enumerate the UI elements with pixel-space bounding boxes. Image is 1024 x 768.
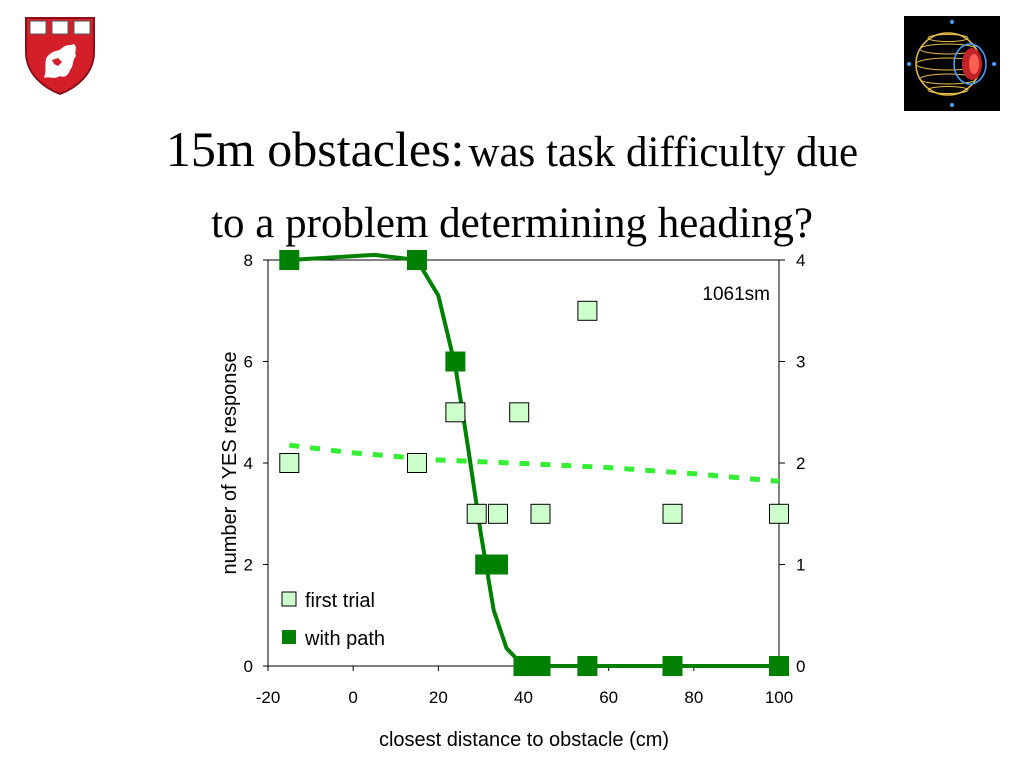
chart-annotation: 1061sm xyxy=(702,284,770,305)
y2-tick-label: 0 xyxy=(796,657,805,676)
first-trial-point xyxy=(466,503,487,524)
first-trial-fit-line xyxy=(289,442,780,484)
with-path-point xyxy=(407,250,427,270)
first-trial-point xyxy=(488,503,508,524)
first-trial-point xyxy=(407,453,427,473)
y-tick-label: 2 xyxy=(244,556,253,575)
legend-label-first-trial: first trial xyxy=(305,590,375,612)
x-axis-label: closest distance to obstacle (cm) xyxy=(379,729,669,751)
legend: first trial with path xyxy=(281,590,385,650)
x-tick-label: 80 xyxy=(684,688,703,707)
y2-tick-label: 4 xyxy=(796,251,805,270)
first-trial-point xyxy=(769,503,789,524)
first-trial-point xyxy=(509,402,530,423)
y-tick-label: 4 xyxy=(244,454,253,473)
y2-tick-label: 2 xyxy=(796,454,805,473)
legend-label-with-path: with path xyxy=(304,628,385,650)
with-path-point xyxy=(577,656,598,676)
x-tick-label: 20 xyxy=(429,688,448,707)
slide-title-main: 15m obstacles: xyxy=(165,121,465,177)
legend-marker-with-path xyxy=(282,630,296,644)
x-tick-label: 40 xyxy=(514,688,533,707)
with-path-point xyxy=(488,554,508,575)
first-trial-point xyxy=(445,402,466,423)
x-tick-label: 60 xyxy=(599,688,618,707)
first-trial-point xyxy=(530,503,551,524)
y-tick-label: 8 xyxy=(244,251,253,270)
y-tick-label: 0 xyxy=(244,657,253,676)
y-tick-label: 6 xyxy=(244,353,253,372)
x-tick-label: 0 xyxy=(348,688,357,707)
with-path-point xyxy=(513,656,534,676)
first-trial-point xyxy=(577,300,598,321)
x-tick-label: -20 xyxy=(256,688,281,707)
slide-title-rest: was task difficulty due xyxy=(468,129,859,176)
first-trial-point xyxy=(662,503,683,524)
y2-tick-label: 1 xyxy=(796,556,805,575)
legend-marker-first-trial xyxy=(281,591,297,607)
y2-tick-label: 3 xyxy=(796,353,805,372)
with-path-point xyxy=(530,656,551,676)
with-path-point xyxy=(279,250,300,270)
y-axis-label: number of YES response xyxy=(219,351,241,574)
with-path-point xyxy=(662,656,683,676)
first-trial-point xyxy=(279,453,300,473)
slide-title: 15m obstacles: was task difficulty due t… xyxy=(0,118,1024,255)
x-tick-label: 100 xyxy=(765,688,793,707)
university-shield-logo xyxy=(25,17,95,96)
slide-title-line2: to a problem determining heading? xyxy=(211,200,813,247)
globe-logo xyxy=(904,16,1000,111)
with-path-point xyxy=(445,351,466,372)
with-path-point xyxy=(769,656,789,676)
